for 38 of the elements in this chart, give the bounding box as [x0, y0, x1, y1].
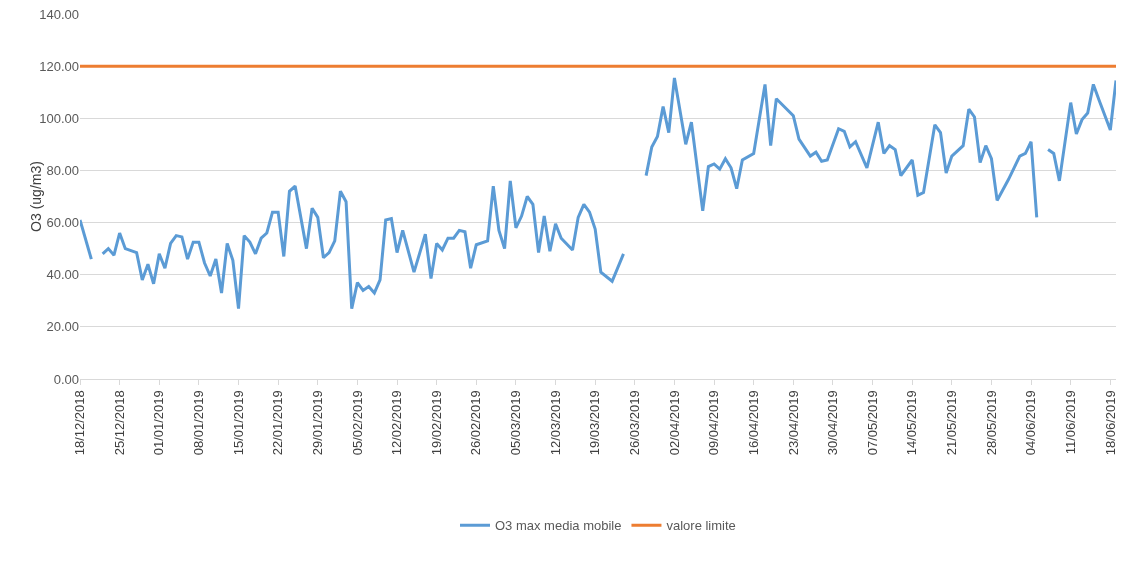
x-tick-label: 19/02/2019 — [428, 390, 444, 456]
y-tick-label: 80.00 — [46, 162, 79, 178]
x-tick-label: 18/12/2018 — [72, 390, 88, 456]
y-tick-label: 40.00 — [46, 267, 79, 283]
x-tick-label: 19/03/2019 — [587, 390, 603, 456]
y-tick-label: 100.00 — [39, 110, 79, 126]
x-tick-label: 01/01/2019 — [151, 390, 167, 456]
x-tick-label: 25/12/2018 — [111, 390, 127, 456]
x-tick-label: 21/05/2019 — [944, 390, 960, 456]
y-tick-label: 20.00 — [46, 319, 79, 335]
x-tick-label: 26/03/2019 — [627, 390, 643, 456]
x-tick-label: 11/06/2019 — [1062, 390, 1078, 455]
x-tick-label: 18/06/2019 — [1102, 390, 1118, 456]
x-tick-label: 29/01/2019 — [309, 390, 325, 456]
x-tick-label: 14/05/2019 — [904, 390, 920, 456]
y-tick-label: 60.00 — [46, 215, 79, 231]
x-tick-label: 16/04/2019 — [745, 390, 761, 456]
y-tick-label: 120.00 — [39, 58, 79, 74]
legend-label: valore limite — [666, 518, 736, 534]
x-tick-label: 12/02/2019 — [389, 390, 405, 456]
x-tick-label: 04/06/2019 — [1023, 390, 1039, 456]
x-tick-label: 30/04/2019 — [825, 390, 841, 456]
x-tick-label: 15/01/2019 — [230, 390, 246, 456]
x-tick-label: 08/01/2019 — [191, 390, 207, 456]
legend-label: O3 max media mobile — [495, 518, 622, 534]
x-tick-label: 05/02/2019 — [349, 390, 365, 456]
x-tick-label: 12/03/2019 — [547, 390, 563, 456]
x-tick-label: 05/03/2019 — [508, 390, 524, 456]
y-axis-title: O3 (ug/m3) — [28, 161, 45, 232]
x-tick-label: 09/04/2019 — [706, 390, 722, 456]
x-tick-label: 02/04/2019 — [666, 390, 682, 456]
y-tick-label: 140.00 — [39, 6, 79, 22]
x-tick-label: 22/01/2019 — [270, 390, 286, 456]
y-tick-label: 0.00 — [53, 371, 79, 387]
x-tick-label: 28/05/2019 — [983, 390, 999, 456]
x-tick-label: 26/02/2019 — [468, 390, 484, 456]
x-tick-label: 23/04/2019 — [785, 390, 801, 456]
x-tick-label: 07/05/2019 — [864, 390, 880, 456]
